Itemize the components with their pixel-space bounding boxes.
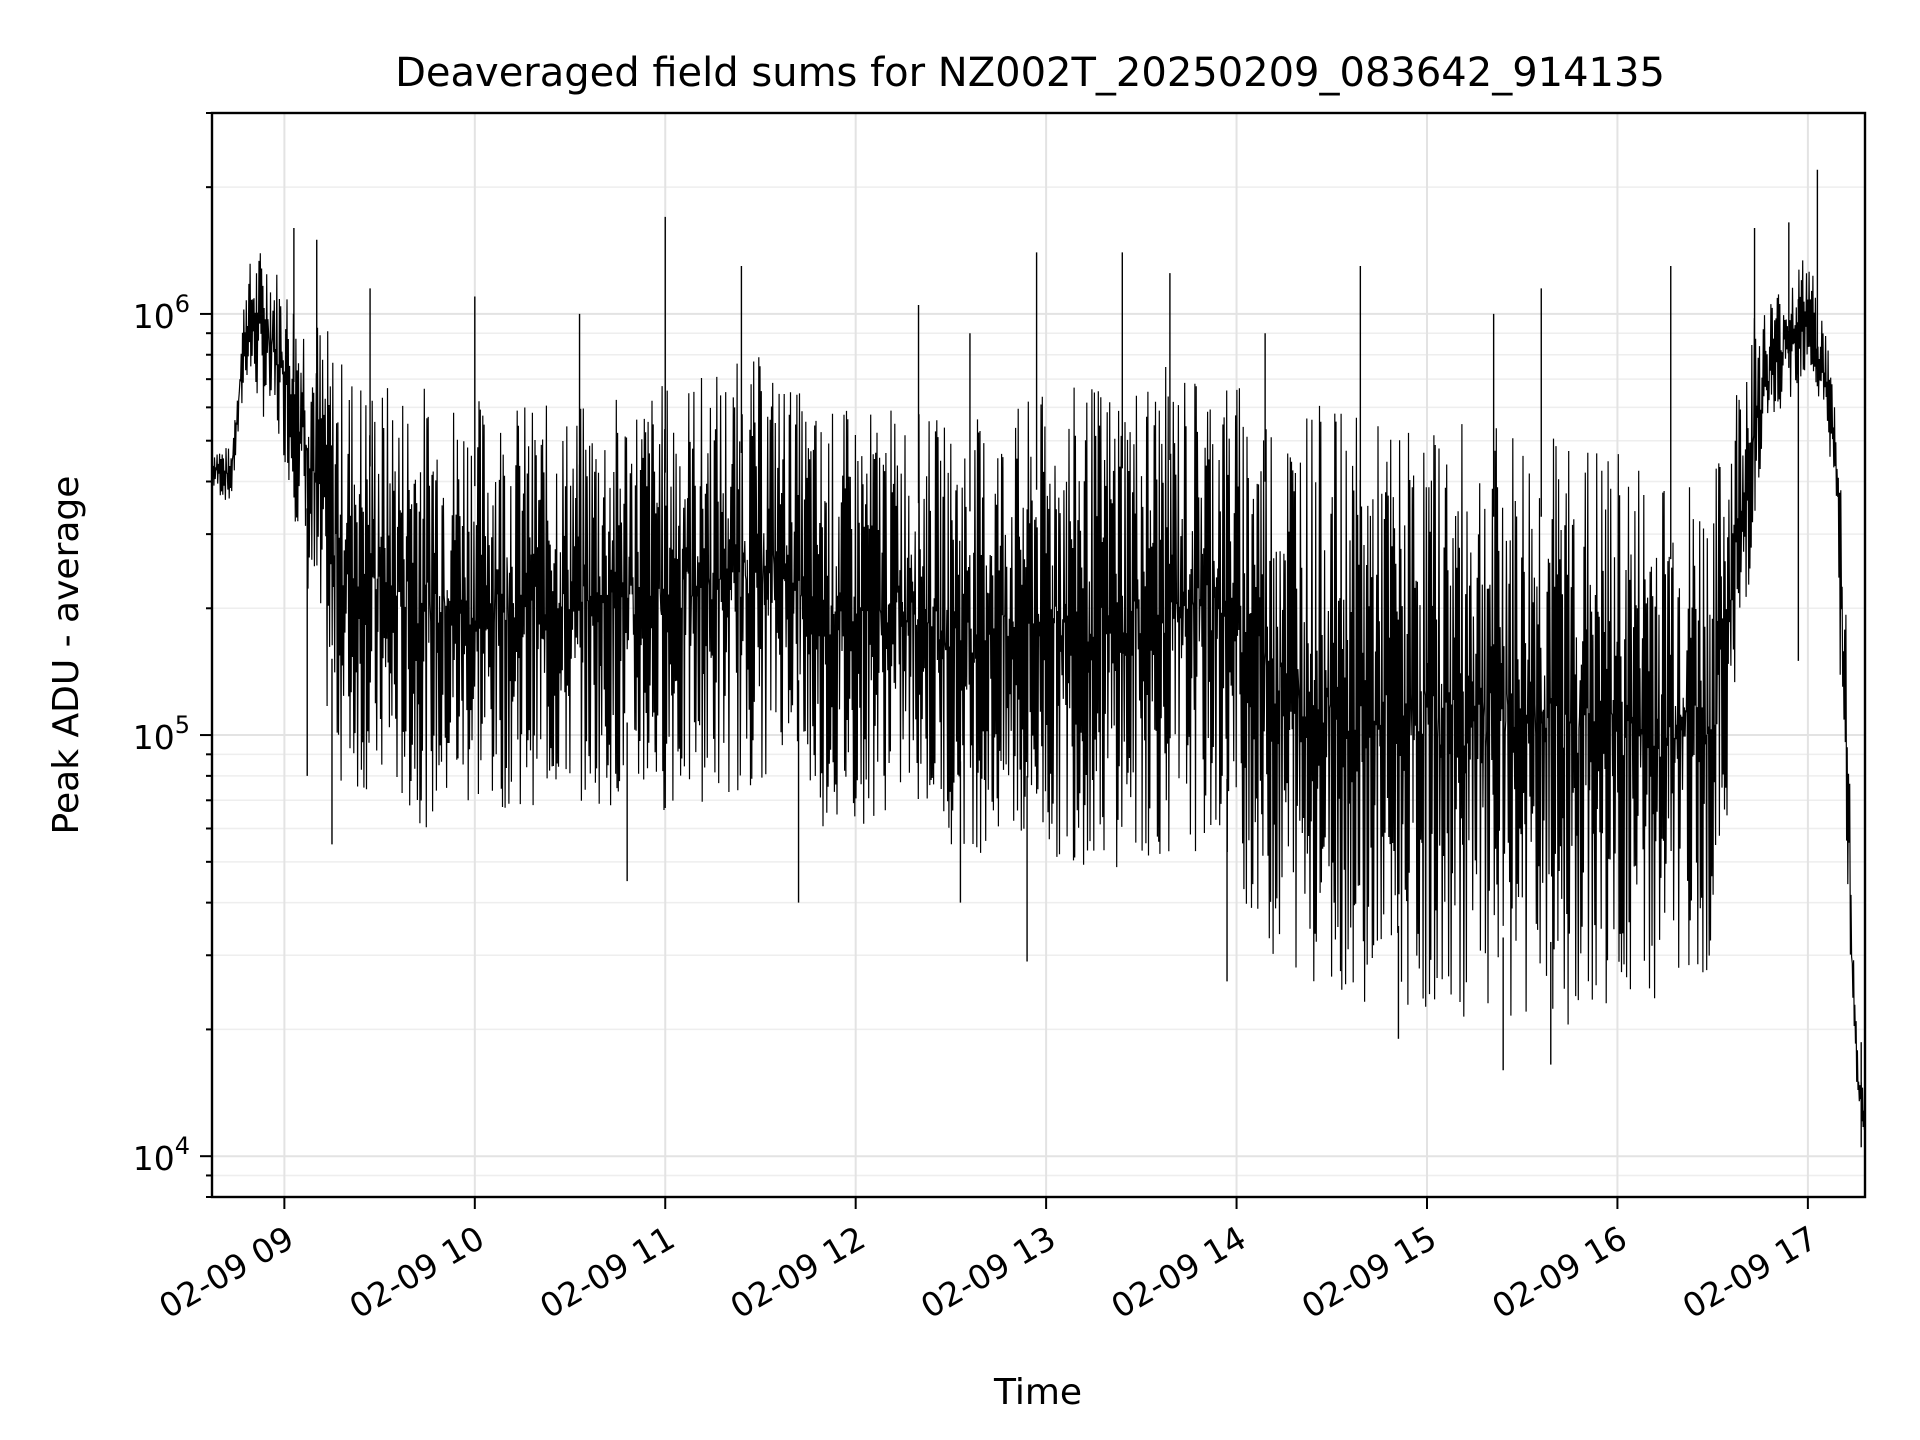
x-tick-label: 02-09 17: [1676, 1218, 1824, 1326]
y-axis-label: Peak ADU - average: [46, 476, 87, 835]
plot-frame: [210, 111, 1867, 1199]
series-group: [211, 169, 1866, 1148]
y-tick-label: 105: [133, 711, 190, 757]
x-tick-label: 02-09 16: [1485, 1218, 1633, 1326]
x-tick-label: 02-09 09: [152, 1218, 300, 1326]
y-tick-label: 104: [133, 1132, 190, 1178]
x-tick-label: 02-09 14: [1105, 1218, 1253, 1326]
y-axis: 104 105 106: [133, 112, 212, 1198]
x-axis: 02-09 09 02-09 10 02-09 11 02-09 12 02-09 13…: [152, 1197, 1824, 1326]
x-tick-label: 02-09 11: [533, 1218, 681, 1326]
series-line: [211, 253, 1866, 1130]
x-tick-label: 02-09 13: [914, 1218, 1062, 1326]
y-tick-label: 106: [133, 290, 190, 336]
chart-title: Deaveraged field sums for NZ002T_2025020…: [395, 50, 1665, 96]
x-axis-label: Time: [993, 1372, 1082, 1413]
x-tick-label: 02-09 10: [343, 1218, 491, 1326]
x-tick-label: 02-09 15: [1295, 1218, 1443, 1326]
x-tick-label: 02-09 12: [724, 1218, 872, 1326]
